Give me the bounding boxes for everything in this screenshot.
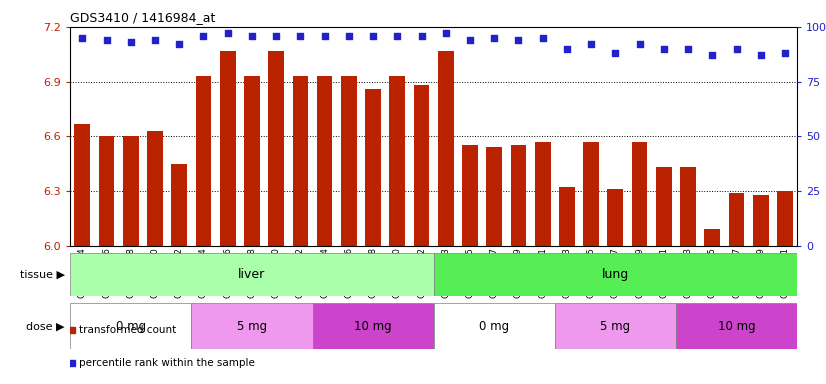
Bar	[777, 191, 793, 246]
Bar	[559, 187, 575, 246]
Point	[221, 30, 235, 36]
Point	[730, 46, 743, 52]
Point	[705, 52, 719, 58]
Bar	[70, 303, 192, 349]
Bar	[74, 124, 90, 246]
Point	[778, 50, 791, 56]
Bar	[676, 303, 797, 349]
Text: 10 mg: 10 mg	[354, 320, 392, 333]
Text: GDS3410 / 1416984_at: GDS3410 / 1416984_at	[70, 12, 216, 25]
Bar	[414, 85, 430, 246]
Point	[415, 33, 428, 39]
Text: liver: liver	[239, 268, 265, 281]
Bar	[729, 193, 744, 246]
Point	[124, 39, 137, 45]
Bar	[365, 89, 381, 246]
Point	[560, 46, 573, 52]
Text: 5 mg: 5 mg	[237, 320, 267, 333]
Point	[173, 41, 186, 48]
Bar	[680, 167, 696, 246]
Point	[269, 33, 282, 39]
Point	[76, 35, 89, 41]
Bar	[434, 253, 797, 296]
Text: 5 mg: 5 mg	[601, 320, 630, 333]
Text: 0 mg: 0 mg	[116, 320, 146, 333]
Bar	[534, 142, 551, 246]
Text: transformed count: transformed count	[79, 325, 177, 335]
Bar	[510, 146, 526, 246]
Text: 10 mg: 10 mg	[718, 320, 755, 333]
Point	[536, 35, 549, 41]
Bar	[438, 51, 453, 246]
Point	[367, 33, 380, 39]
Bar	[389, 76, 406, 246]
Point	[609, 50, 622, 56]
Bar	[70, 253, 434, 296]
Point	[657, 46, 671, 52]
Text: tissue ▶: tissue ▶	[20, 270, 64, 280]
Bar	[171, 164, 188, 246]
Bar	[220, 51, 235, 246]
Point	[318, 33, 331, 39]
Bar	[196, 76, 211, 246]
Point	[512, 37, 525, 43]
Bar	[312, 303, 434, 349]
Point	[294, 33, 307, 39]
Bar	[244, 76, 260, 246]
Bar	[292, 76, 308, 246]
Bar	[705, 229, 720, 246]
Bar	[632, 142, 648, 246]
Bar	[268, 51, 284, 246]
Bar	[98, 136, 115, 246]
Bar	[462, 146, 478, 246]
Point	[197, 33, 210, 39]
Bar	[341, 76, 357, 246]
Point	[585, 41, 598, 48]
Point	[391, 33, 404, 39]
Point	[100, 37, 113, 43]
Bar	[434, 303, 555, 349]
Text: 0 mg: 0 mg	[479, 320, 510, 333]
Bar	[147, 131, 163, 246]
Point	[463, 37, 477, 43]
Text: percentile rank within the sample: percentile rank within the sample	[79, 358, 255, 368]
Bar	[752, 195, 769, 246]
Text: dose ▶: dose ▶	[26, 321, 64, 331]
Point	[149, 37, 162, 43]
Bar	[607, 189, 624, 246]
Point	[681, 46, 695, 52]
Bar	[123, 136, 139, 246]
Bar	[192, 303, 312, 349]
Bar	[583, 142, 599, 246]
Bar	[316, 76, 333, 246]
Point	[633, 41, 646, 48]
Bar	[487, 147, 502, 246]
Point	[342, 33, 355, 39]
Point	[487, 35, 501, 41]
Point	[439, 30, 453, 36]
Point	[245, 33, 259, 39]
Text: lung: lung	[602, 268, 629, 281]
Bar	[656, 167, 672, 246]
Bar	[555, 303, 676, 349]
Point	[754, 52, 767, 58]
